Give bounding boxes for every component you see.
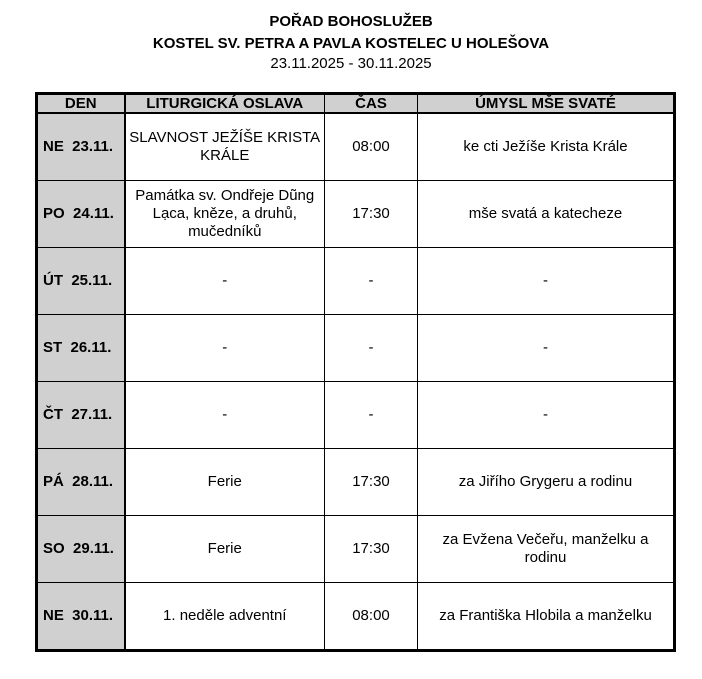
column-header-intention: ÚMYSL MŠE SVATÉ — [417, 93, 675, 114]
day-cell: PO 24.11. — [36, 180, 126, 248]
church-name: KOSTEL SV. PETRA A PAVLA KOSTELEC U HOLE… — [152, 35, 550, 52]
celebration-cell: Ferie — [124, 515, 325, 583]
table-row: ÚT 25.11. - - - — [36, 247, 675, 315]
schedule-table: DEN LITURGICKÁ OSLAVA ČAS ÚMYSL MŠE SVAT… — [35, 92, 676, 652]
table-row: NE 23.11. SLAVNOST JEŽÍŠE KRISTA KRÁLE 08:… — [36, 112, 675, 181]
intention-cell: ke cti Ježíše Krista Krále — [417, 112, 675, 181]
table-row: ČT 27.11. - - - — [36, 381, 675, 449]
table-row: ST 26.11. - - - — [36, 314, 675, 382]
intention-cell: za Jiřího Grygeru a rodinu — [417, 448, 675, 516]
intention-cell: za Františka Hlobila a manželku — [417, 582, 675, 651]
day-cell: SO 29.11. — [36, 515, 126, 583]
column-header-day: DEN — [36, 93, 126, 114]
table-row: NE 30.11. 1. neděle adventní 08:00 za Frant… — [36, 582, 675, 651]
table-row: SO 29.11. Ferie 17:30 za Evžena Večeřu, man… — [36, 515, 675, 583]
time-cell: 17:30 — [324, 448, 418, 516]
day-cell: ÚT 25.11. — [36, 247, 126, 315]
time-cell: 17:30 — [324, 515, 418, 583]
celebration-cell: Památka sv. Ondřeje Dũng Lạca, kněze, a … — [124, 180, 325, 248]
time-cell: - — [324, 381, 418, 449]
date-range: 23.11.2025 - 30.11.2025 — [270, 55, 432, 72]
table-row: PO 24.11. Památka sv. Ondřeje Dũng Lạca, … — [36, 180, 675, 248]
day-cell: PÁ 28.11. — [36, 448, 126, 516]
intention-cell: - — [417, 381, 675, 449]
time-cell: - — [324, 314, 418, 382]
day-cell: NE 23.11. — [36, 112, 126, 181]
celebration-cell: 1. neděle adventní — [124, 582, 325, 651]
day-cell: NE 30.11. — [36, 582, 126, 651]
time-cell: 08:00 — [324, 582, 418, 651]
column-header-time: ČAS — [324, 93, 418, 114]
intention-cell: za Evžena Večeřu, manželku a rodinu — [417, 515, 675, 583]
celebration-cell: - — [124, 381, 325, 449]
document-title: POŘAD BOHOSLUŽEB — [269, 13, 433, 30]
day-cell: ČT 27.11. — [36, 381, 126, 449]
time-cell: 08:00 — [324, 112, 418, 181]
intention-cell: - — [417, 314, 675, 382]
time-cell: - — [324, 247, 418, 315]
celebration-cell: SLAVNOST JEŽÍŠE KRISTA KRÁLE — [124, 112, 325, 181]
celebration-cell: - — [124, 314, 325, 382]
celebration-cell: Ferie — [124, 448, 325, 516]
day-cell: ST 26.11. — [36, 314, 126, 382]
time-cell: 17:30 — [324, 180, 418, 248]
intention-cell: mše svatá a katecheze — [417, 180, 675, 248]
column-header-celebration: LITURGICKÁ OSLAVA — [124, 93, 325, 114]
celebration-cell: - — [124, 247, 325, 315]
table-header: DEN LITURGICKÁ OSLAVA ČAS ÚMYSL MŠE SVAT… — [36, 93, 675, 114]
intention-cell: - — [417, 247, 675, 315]
table-row: PÁ 28.11. Ferie 17:30 za Jiřího Grygeru a r… — [36, 448, 675, 516]
